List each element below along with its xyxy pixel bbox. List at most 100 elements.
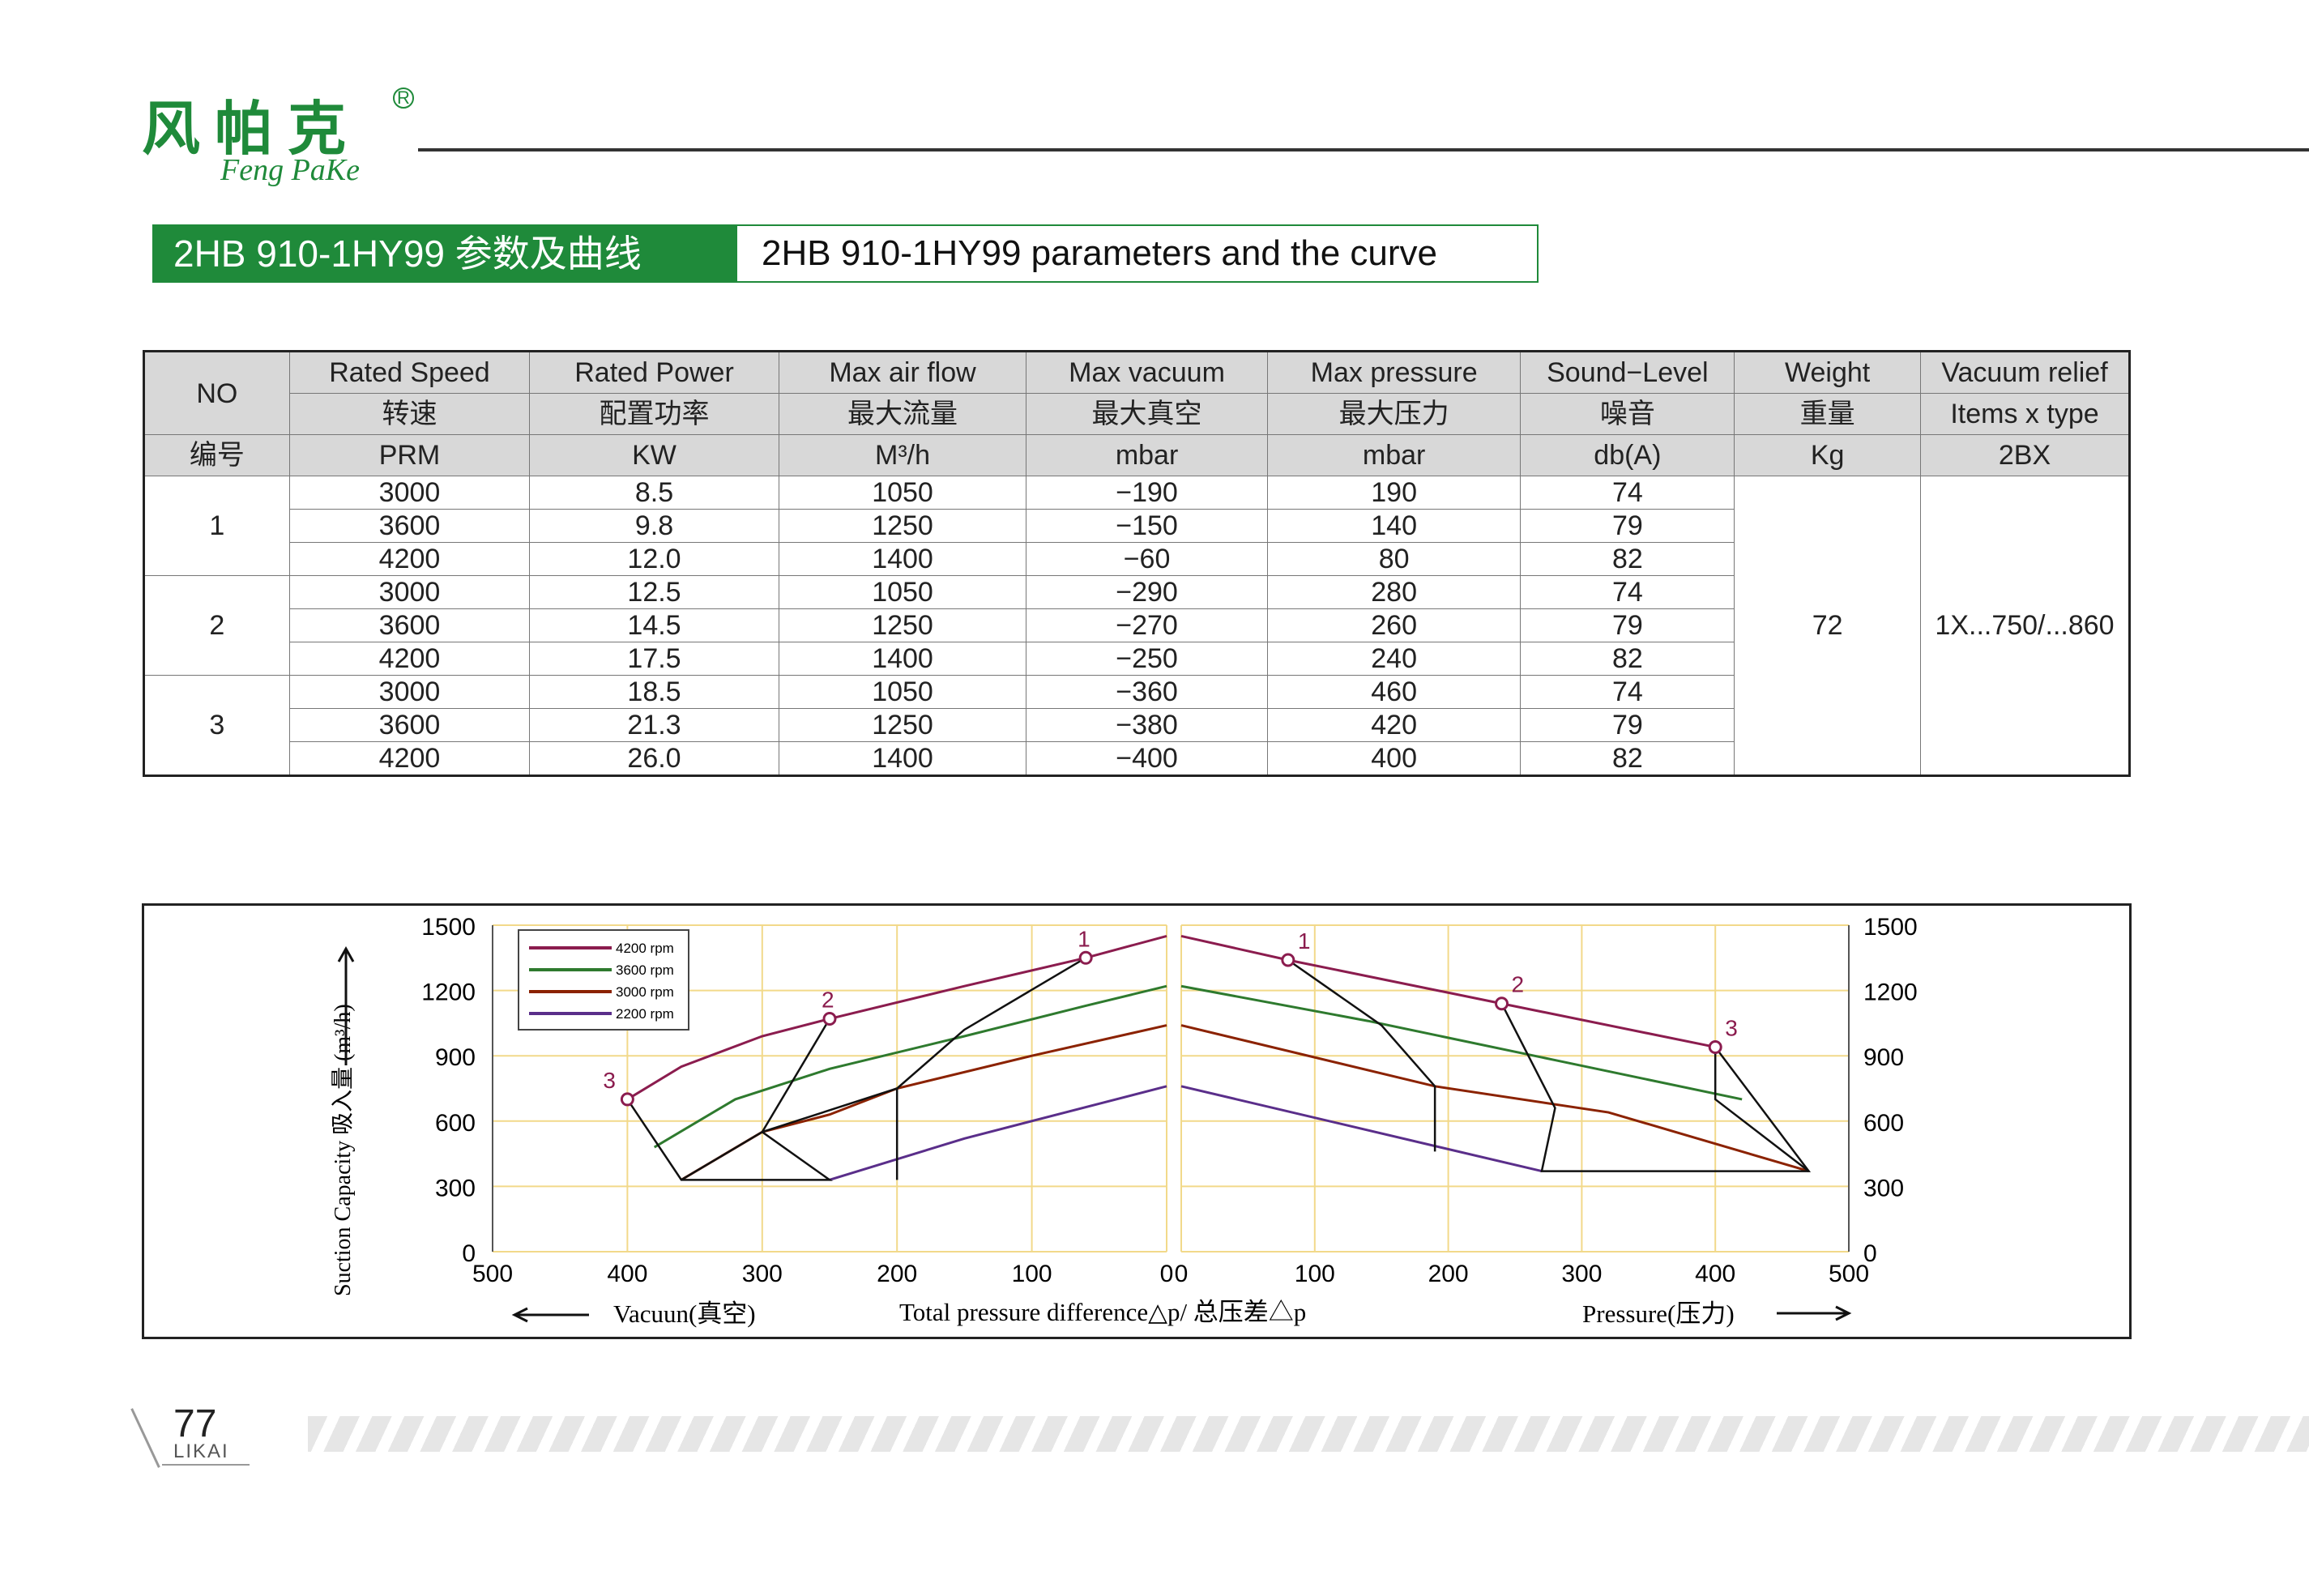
vacuum-boundary-line: [681, 1131, 763, 1181]
brand-logo-chinese: 风帕克: [142, 94, 361, 163]
table-header-cell: Kg: [1734, 434, 1921, 476]
table-header-cell: Items x type: [1920, 393, 2130, 435]
table-cell: 3600: [288, 509, 531, 543]
legend-label: 4200 rpm: [616, 941, 674, 956]
x-axis-title: Total pressure difference△p/ 总压差△p: [899, 1298, 1306, 1326]
curve-marker: [1078, 950, 1093, 965]
x-tick-label-pressure: 100: [1295, 1261, 1335, 1287]
y-tick-label-right: 900: [1863, 1044, 1904, 1071]
table-cell: 460: [1266, 675, 1522, 709]
curve-marker: [620, 1092, 634, 1107]
curve-marker: [1708, 1039, 1722, 1054]
table-cell: 3600: [288, 608, 531, 642]
curve-marker: [1281, 953, 1295, 967]
table-cell: 14.5: [529, 608, 779, 642]
table-cell: −60: [1026, 542, 1268, 576]
table-cell: 80: [1266, 542, 1522, 576]
x-tick-label-vacuum: 200: [877, 1261, 917, 1287]
table-cell: 3600: [288, 708, 531, 742]
table-header-cell: Max air flow: [778, 351, 1027, 394]
table-cell: 1400: [778, 642, 1027, 676]
table-row: 3600 14.5 1250 −270 260 79: [144, 608, 2130, 642]
table-cell: −290: [1026, 575, 1268, 609]
legend-label: 2200 rpm: [616, 1006, 674, 1022]
table-header-cell: mbar: [1026, 434, 1268, 476]
y-axis-arrow: [337, 945, 355, 1065]
table-cell: 79: [1520, 608, 1735, 642]
table-cell: 420: [1266, 708, 1522, 742]
table-row: 4200 26.0 1400 −400 400 82: [144, 741, 2130, 776]
footer-stripe-band: [308, 1416, 2309, 1452]
table-header-cell: 配置功率: [529, 393, 779, 435]
table-cell: 1050: [778, 675, 1027, 709]
vacuum-curve-3600-rpm: [653, 984, 1167, 1149]
table-header-cell: 转速: [288, 393, 531, 435]
table-cell: 12.0: [529, 542, 779, 576]
x-tick-label-vacuum: 100: [1012, 1261, 1052, 1287]
pressure-curve-3600-rpm: [1180, 984, 1743, 1101]
y-tick-label-right: 300: [1863, 1175, 1904, 1201]
curve-marker: [822, 1012, 837, 1026]
y-tick-label-right: 1200: [1863, 979, 1918, 1006]
y-tick-label-left: 1200: [421, 979, 476, 1006]
table-cell: 82: [1520, 542, 1735, 576]
table-cell: 74: [1520, 675, 1735, 709]
x-tick-label-pressure: 0: [1175, 1261, 1189, 1287]
table-cell: −400: [1026, 741, 1268, 776]
table-cell: 1250: [778, 509, 1027, 543]
table-cell: 9.8: [529, 509, 779, 543]
table-row: 4200 17.5 1400 −250 240 82: [144, 642, 2130, 676]
curve-marker: [1495, 996, 1509, 1011]
table-cell: −270: [1026, 608, 1268, 642]
x-tick-label-pressure: 400: [1695, 1261, 1735, 1287]
x-tick-label-vacuum: 300: [742, 1261, 783, 1287]
curve-marker-label: 1: [1298, 928, 1311, 954]
vacuum-boundary-line: [762, 957, 1086, 1133]
y-tick-label-left: 1500: [421, 914, 476, 941]
x-tick-label-pressure: 300: [1561, 1261, 1602, 1287]
footer-slash: [130, 1408, 160, 1468]
table-header-cell: Vacuum relief: [1920, 351, 2130, 394]
page-title-english: 2HB 910-1HY99 parameters and the curve: [737, 224, 1539, 283]
table-cell: 4200: [288, 741, 531, 776]
page-title-chinese: 2HB 910-1HY99 参数及曲线: [152, 224, 737, 283]
table-cell: 18.5: [529, 675, 779, 709]
table-cell: 280: [1266, 575, 1522, 609]
table-row: 2 3000 12.5 1050 −290 280 74: [143, 575, 2130, 676]
group-number-cell: 3: [143, 675, 290, 776]
table-cell: 12.5: [529, 575, 779, 609]
table-header-cell: 重量: [1734, 393, 1921, 435]
table-cell: 1400: [778, 741, 1027, 776]
y-tick-label-right: 600: [1863, 1110, 1904, 1137]
table-cell: −190: [1026, 476, 1268, 510]
brand-logo-english: Feng PaKe: [220, 153, 361, 187]
vacuum-curve-3000-rpm: [681, 1024, 1167, 1181]
table-cell: −380: [1026, 708, 1268, 742]
table-cell: 79: [1520, 708, 1735, 742]
table-header-cell: Rated Power: [529, 351, 779, 394]
y-tick-label-left: 600: [435, 1110, 476, 1137]
footer-rule: [162, 1464, 250, 1466]
table-cell: 3000: [288, 675, 531, 709]
table-cell: −250: [1026, 642, 1268, 676]
group-number-cell: 2: [143, 575, 290, 676]
table-header-cell: 噪音: [1520, 393, 1735, 435]
table-header-cell: 最大真空: [1026, 393, 1268, 435]
vacuum-arrow: [511, 1307, 589, 1323]
y-tick-label-left: 0: [462, 1240, 476, 1267]
table-cell: 21.3: [529, 708, 779, 742]
table-cell: 82: [1520, 642, 1735, 676]
table-cell: 1050: [778, 575, 1027, 609]
table-header-cell: PRM: [288, 434, 531, 476]
curve-marker-label: 2: [822, 988, 834, 1013]
table-cell: 82: [1520, 741, 1735, 776]
x-tick-label-pressure: 200: [1428, 1261, 1469, 1287]
table-cell: 79: [1520, 509, 1735, 543]
table-cell: −360: [1026, 675, 1268, 709]
pressure-boundary-line: [1287, 958, 1436, 1152]
table-row: 3 3000 18.5 1050 −360 460 74: [143, 675, 2130, 776]
table-cell: 8.5: [529, 476, 779, 510]
table-cell: 190: [1266, 476, 1522, 510]
pressure-arrow: [1777, 1305, 1852, 1321]
table-cell: 140: [1266, 509, 1522, 543]
